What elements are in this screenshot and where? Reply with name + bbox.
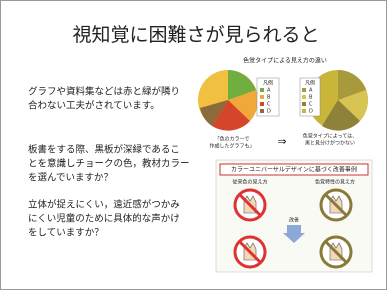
legend-item: D [309, 109, 313, 115]
arrow: ⇒ [277, 135, 286, 148]
legend-title-right: 凡例 [305, 80, 315, 87]
left-caption: 作成したグラフも」 [209, 143, 254, 150]
paragraph-line: とを意識しチョークの色，教材カラー [28, 158, 190, 170]
legend-item: C [309, 102, 313, 108]
legend-swatch [302, 88, 306, 92]
left-caption: 「色のカラーで [215, 136, 250, 143]
paragraph-line: にくい児童のために具体的な声かけ [28, 213, 180, 225]
legend-title: 凡例 [263, 80, 273, 87]
paragraph-line: 立体が捉えにくい，遠近感がつかみ [28, 199, 180, 211]
legend-swatch [260, 102, 264, 106]
cud-image: カラーユニバーサルデザインに基づく改善事例 従来色の見え方 色覚特性の見え方 改… [216, 160, 372, 272]
legend-item: B [309, 95, 313, 101]
right-caption: 色覚タイプによっては、 [303, 133, 358, 140]
legend-swatch [260, 88, 264, 92]
legend-item: C [267, 102, 271, 108]
right-caption: 黒と見分けがつかない [305, 140, 355, 147]
pie-left [198, 70, 258, 131]
legend-item: A [309, 88, 313, 94]
legend-swatch [302, 95, 306, 99]
slide: 視知覚に困難さが見られると グラフや資料集などは赤と緑が隣り合わない工夫がされて… [0, 0, 387, 290]
legend-item: B [267, 95, 271, 101]
legend-swatch [302, 109, 306, 113]
page: 視知覚に困難さが見られると グラフや資料集などは赤と緑が隣り合わない工夫がされて… [0, 0, 387, 290]
paragraph-line: 合わない工夫がされています。 [28, 100, 160, 112]
legend-swatch [260, 95, 264, 99]
paragraph-line: 板書をする際、黒板が深緑であるこ [28, 144, 180, 156]
slide-title: 視知覚に困難さが見られると [72, 24, 319, 46]
paragraph-line: を選んでいますか？ [28, 173, 113, 184]
legend-swatch [302, 102, 306, 106]
paragraph-line: をしていますか？ [28, 228, 104, 239]
legend-swatch [260, 109, 264, 113]
legend-item: D [267, 109, 271, 115]
legend-item: A [267, 88, 271, 94]
cud-label: 色覚特性の見え方 [315, 179, 355, 186]
chart-image-title: 色覚タイプによる見え方の違い [243, 57, 327, 65]
cud-middle: 改善 [289, 217, 299, 224]
cud-heading: カラーユニバーサルデザインに基づく改善事例 [231, 166, 357, 174]
paragraph-line: グラフや資料集などは赤と緑が隣り [28, 86, 180, 98]
cud-label: 従来色の見え方 [232, 179, 267, 186]
